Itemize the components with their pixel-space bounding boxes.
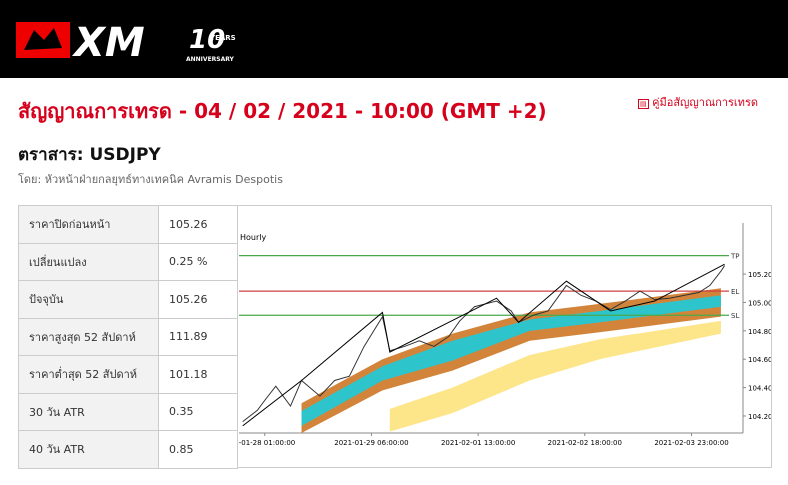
pdf-icon: ▤ <box>638 99 649 109</box>
cell-value: 0.25 % <box>158 242 238 281</box>
cell-value: 105.26 <box>158 205 238 244</box>
y-tick-label: 105.00 <box>748 299 772 307</box>
table-row: เปลี่ยนแปลง 0.25 % <box>18 242 238 281</box>
table-row: ราคาสูงสุด 52 สัปดาห์ 111.89 <box>18 317 238 356</box>
table-row: 40 วัน ATR 0.85 <box>18 430 238 469</box>
cell-label: ราคาสูงสุด 52 สัปดาห์ <box>18 317 159 356</box>
y-tick-label: 104.60 <box>748 356 772 364</box>
stats-table: ราคาปิดก่อนหน้า 105.26 เปลี่ยนแปลง 0.25 % ปั… <box>18 205 238 469</box>
x-tick-label: 2021-01-29 06:00:00 <box>334 439 408 447</box>
table-row: ราคาต่ำสุด 52 สัปดาห์ 101.18 <box>18 355 238 394</box>
band <box>389 320 721 432</box>
price-line <box>242 263 725 427</box>
chart: Hourly 104.20 104.40 104.60 104.80 105.00 105… <box>237 205 772 468</box>
byline: โดย: หัวหน้าฝ่ายกลยุทธ์ทางเทคนิค Avramis… <box>18 173 283 186</box>
logo-number: 10 <box>189 25 225 55</box>
cell-label: ราคาปิดก่อนหน้า <box>18 205 159 244</box>
level-label: SL <box>731 312 739 320</box>
cell-value: 111.89 <box>158 317 238 356</box>
cell-value: 105.26 <box>158 280 238 319</box>
y-tick-label: 104.40 <box>748 385 772 393</box>
cell-label: 40 วัน ATR <box>18 430 159 469</box>
cell-value: 0.85 <box>158 430 238 469</box>
cell-label: 30 วัน ATR <box>18 392 159 431</box>
y-tick-label: 105.20 <box>748 271 772 279</box>
band <box>301 295 721 426</box>
logo-years: YEARS <box>209 34 236 42</box>
page-title: สัญญาณการเทรด - 04 / 02 / 2021 - 10:00 (… <box>18 99 547 123</box>
cell-value: 101.18 <box>158 355 238 394</box>
logo-anniversary: ANNIVERSARY <box>186 56 235 63</box>
logo[interactable]: XM 10 YEARS ANNIVERSARY <box>14 0 274 78</box>
chart-subtitle: Hourly <box>240 233 266 242</box>
band <box>301 288 721 433</box>
y-tick-label: 104.20 <box>748 413 772 421</box>
table-row: ราคาปิดก่อนหน้า 105.26 <box>18 205 238 244</box>
table-row: 30 วัน ATR 0.35 <box>18 392 238 431</box>
logo-brand: XM <box>71 20 145 66</box>
cell-label: ราคาต่ำสุด 52 สัปดาห์ <box>18 355 159 394</box>
table-row: ปัจจุบัน 105.26 <box>18 280 238 319</box>
header: XM 10 YEARS ANNIVERSARY <box>0 0 788 78</box>
level-label: TP <box>730 253 740 261</box>
x-tick-label: 2021-02-03 23:00:00 <box>654 439 728 447</box>
level-label: EL <box>731 288 739 296</box>
y-tick-label: 104.80 <box>748 328 772 336</box>
guide-link[interactable]: ▤ คู่มือสัญญาณการเทรด <box>638 93 758 111</box>
x-tick-label: 2021-02-02 18:00:00 <box>548 439 622 447</box>
cell-value: 0.35 <box>158 392 238 431</box>
instrument: ตราสาร: USDJPY <box>18 145 161 165</box>
guide-text: คู่มือสัญญาณการเทรด <box>652 96 758 109</box>
cell-label: ปัจจุบัน <box>18 280 159 319</box>
cell-label: เปลี่ยนแปลง <box>18 242 159 281</box>
x-tick-label: 1-01-28 01:00:00 <box>237 439 295 447</box>
x-tick-label: 2021-02-01 13:00:00 <box>441 439 515 447</box>
logo-bull <box>24 28 62 50</box>
